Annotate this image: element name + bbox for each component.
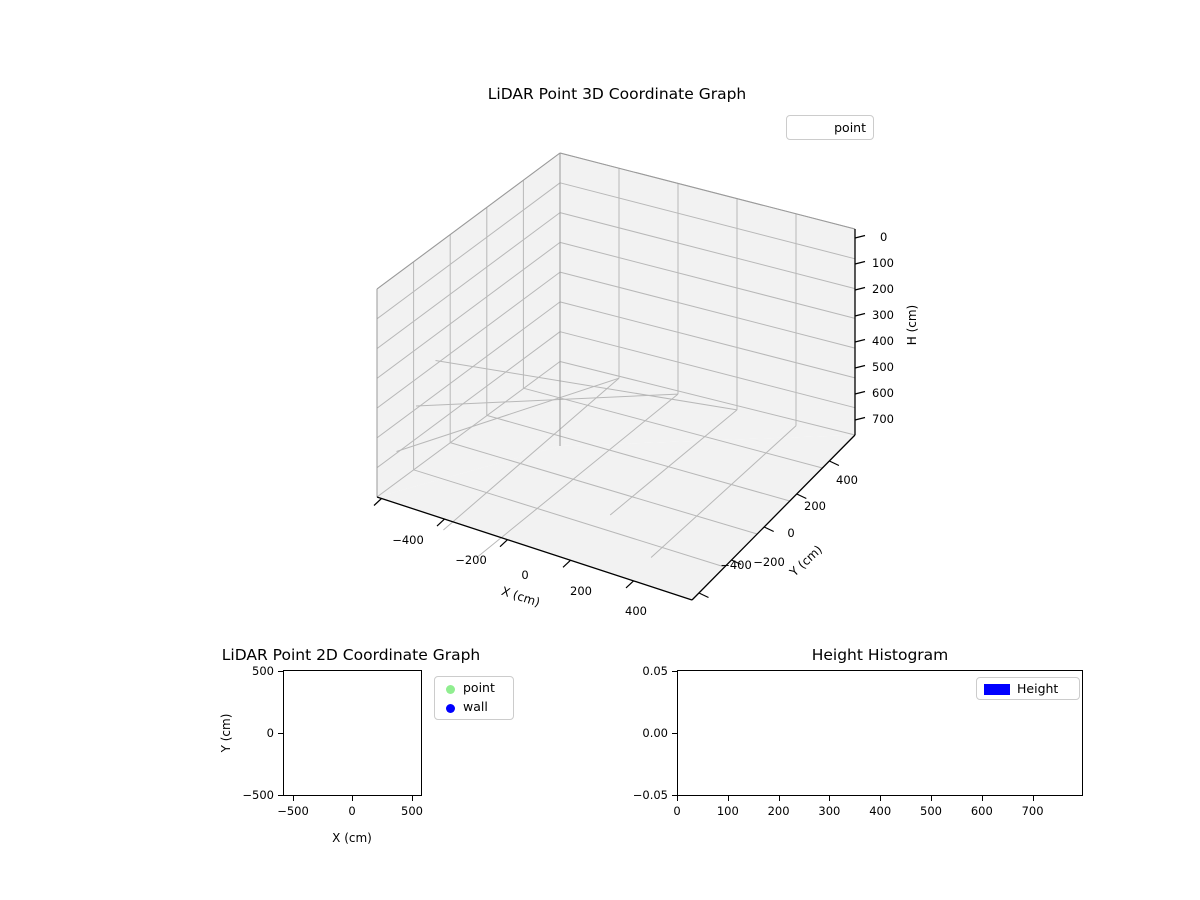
tick-hist-x-0: 0 <box>673 804 681 818</box>
tick-mark-2d-x-m500 <box>293 796 295 801</box>
axis-label-2d-y: Y (cm) <box>219 713 233 753</box>
legend-2d-label-wall: wall <box>463 699 488 714</box>
tick-hist-x-5: 500 <box>920 804 942 818</box>
legend-2d-entry-point[interactable]: point <box>435 679 513 699</box>
tick-mark-2d-y-0 <box>278 733 283 735</box>
pane-right <box>560 153 855 446</box>
legend-patch-height-icon <box>984 684 1010 695</box>
tick-mark-hist-x-500 <box>931 796 933 801</box>
tick-2d-y-1: 0 <box>266 726 274 740</box>
legend-3d-label-point: point <box>834 120 866 135</box>
tick-mark-hist-y-p05 <box>672 671 677 673</box>
tick-mark-hist-y-0 <box>672 733 677 735</box>
tick-3d-y-3: 200 <box>804 499 826 513</box>
tick-hist-y-1: 0.00 <box>642 726 668 740</box>
axis-label-3d-z: H (cm) <box>905 304 919 346</box>
pane-floor <box>377 435 855 600</box>
pane-left <box>377 153 560 497</box>
page-title-3d: LiDAR Point 3D Coordinate Graph <box>487 85 747 103</box>
legend-2d-entry-wall[interactable]: wall <box>435 698 513 718</box>
tick-3d-z-6: 600 <box>872 386 894 400</box>
tick-2d-y-0: −500 <box>242 788 274 802</box>
tick-mark-hist-x-200 <box>778 796 780 801</box>
tick-3d-y-2: 0 <box>787 526 795 540</box>
tick-hist-x-2: 200 <box>767 804 790 818</box>
tick-3d-x-4: 400 <box>625 604 647 618</box>
tick-3d-y-1: −200 <box>753 555 785 569</box>
legend-3d[interactable]: point <box>786 115 874 140</box>
tick-mark-hist-x-600 <box>981 796 983 801</box>
tick-3d-x-0: −400 <box>392 533 424 547</box>
grid-3d <box>376 152 856 568</box>
axes-2d-frame[interactable] <box>283 670 422 796</box>
pane-edges <box>376 152 856 497</box>
axis-spines-3d <box>376 229 856 601</box>
tick-mark-2d-x-0 <box>352 796 354 801</box>
legend-marker-wall-icon <box>446 704 455 713</box>
ticks-3d-z <box>854 234 866 421</box>
tick-3d-z-1: 100 <box>872 256 894 270</box>
ticks-3d-x <box>373 498 634 589</box>
axis-label-2d-x: X (cm) <box>332 831 372 845</box>
tick-2d-x-2: 500 <box>401 804 423 818</box>
tick-hist-x-6: 600 <box>970 804 993 818</box>
legend-2d-label-point: point <box>463 680 495 695</box>
legend-histogram[interactable]: Height <box>976 677 1080 700</box>
tick-3d-z-5: 500 <box>872 360 894 374</box>
tick-mark-hist-x-700 <box>1032 796 1034 801</box>
tick-hist-x-4: 400 <box>869 804 892 818</box>
tick-3d-y-4: 400 <box>836 473 858 487</box>
tick-3d-z-0: 0 <box>880 230 888 244</box>
tick-3d-z-4: 400 <box>872 334 894 348</box>
legend-2d[interactable]: point wall <box>434 676 514 720</box>
tick-3d-y-0: −400 <box>720 558 752 572</box>
tick-hist-x-1: 100 <box>716 804 739 818</box>
tick-hist-x-7: 700 <box>1021 804 1044 818</box>
grid-3d-floor-y <box>396 360 738 452</box>
tick-mark-2d-y-m500 <box>278 795 283 797</box>
tick-hist-y-0: −0.05 <box>632 788 668 802</box>
tick-mark-hist-x-0 <box>677 796 679 801</box>
tick-3d-z-3: 300 <box>872 308 894 322</box>
tick-3d-x-1: −200 <box>455 553 487 567</box>
tick-mark-2d-y-500 <box>278 671 283 673</box>
tick-hist-x-3: 300 <box>818 804 841 818</box>
page-title-2d: LiDAR Point 2D Coordinate Graph <box>221 646 481 664</box>
page-title-histogram: Height Histogram <box>811 646 949 664</box>
ticks-3d-y <box>698 460 840 599</box>
tick-3d-z-2: 200 <box>872 282 894 296</box>
tick-2d-y-2: 500 <box>252 664 274 678</box>
tick-2d-x-1: 0 <box>348 804 356 818</box>
tick-3d-x-3: 200 <box>570 584 592 598</box>
tick-3d-z-7: 700 <box>872 412 894 426</box>
tick-mark-hist-x-100 <box>727 796 729 801</box>
tick-mark-hist-x-400 <box>880 796 882 801</box>
legend-marker-point-icon <box>446 685 455 694</box>
tick-mark-2d-x-500 <box>412 796 414 801</box>
tick-mark-hist-x-300 <box>829 796 831 801</box>
tick-mark-hist-y-m05 <box>672 795 677 797</box>
tick-3d-x-2: 0 <box>521 568 529 582</box>
tick-hist-y-2: 0.05 <box>642 664 668 678</box>
tick-2d-x-0: −500 <box>277 804 309 818</box>
legend-histogram-label: Height <box>1017 681 1059 696</box>
